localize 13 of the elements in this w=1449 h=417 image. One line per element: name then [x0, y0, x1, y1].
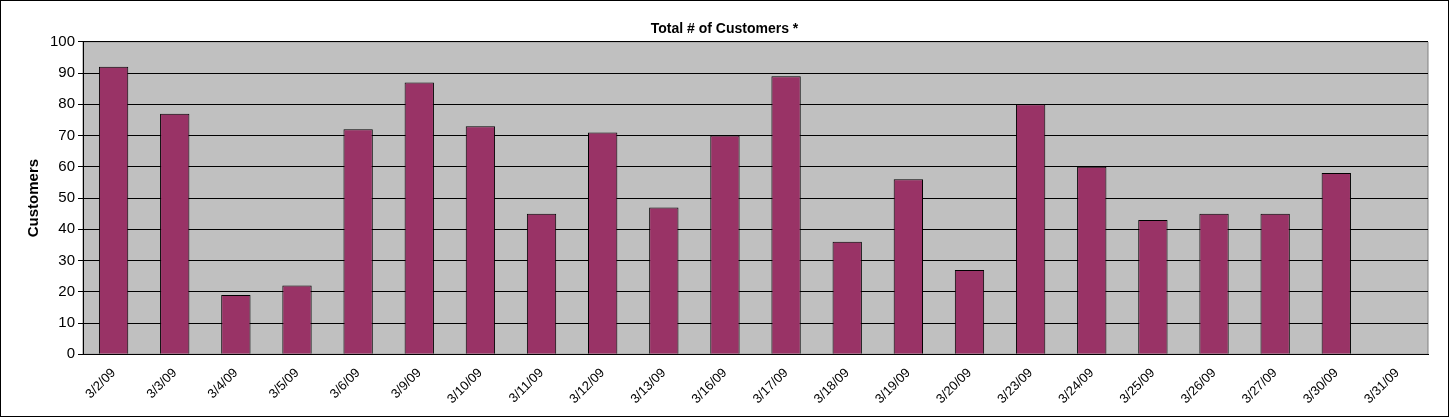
chart-title: Total # of Customers *	[650, 20, 799, 37]
y-axis-title: Customers	[24, 158, 42, 238]
y-tick-label: 10	[58, 313, 76, 331]
y-tick-label: 0	[66, 344, 76, 362]
y-tick-label: 20	[58, 281, 76, 299]
y-tick-label: 60	[58, 156, 76, 174]
y-tick-label: 80	[58, 94, 76, 112]
y-tick-label: 100	[50, 31, 76, 49]
y-tick-label: 30	[58, 250, 76, 268]
y-tick-label: 90	[58, 63, 76, 81]
y-tick-label: 70	[58, 125, 76, 143]
y-tick-label: 50	[58, 188, 76, 206]
y-tick-label: 40	[58, 219, 76, 237]
